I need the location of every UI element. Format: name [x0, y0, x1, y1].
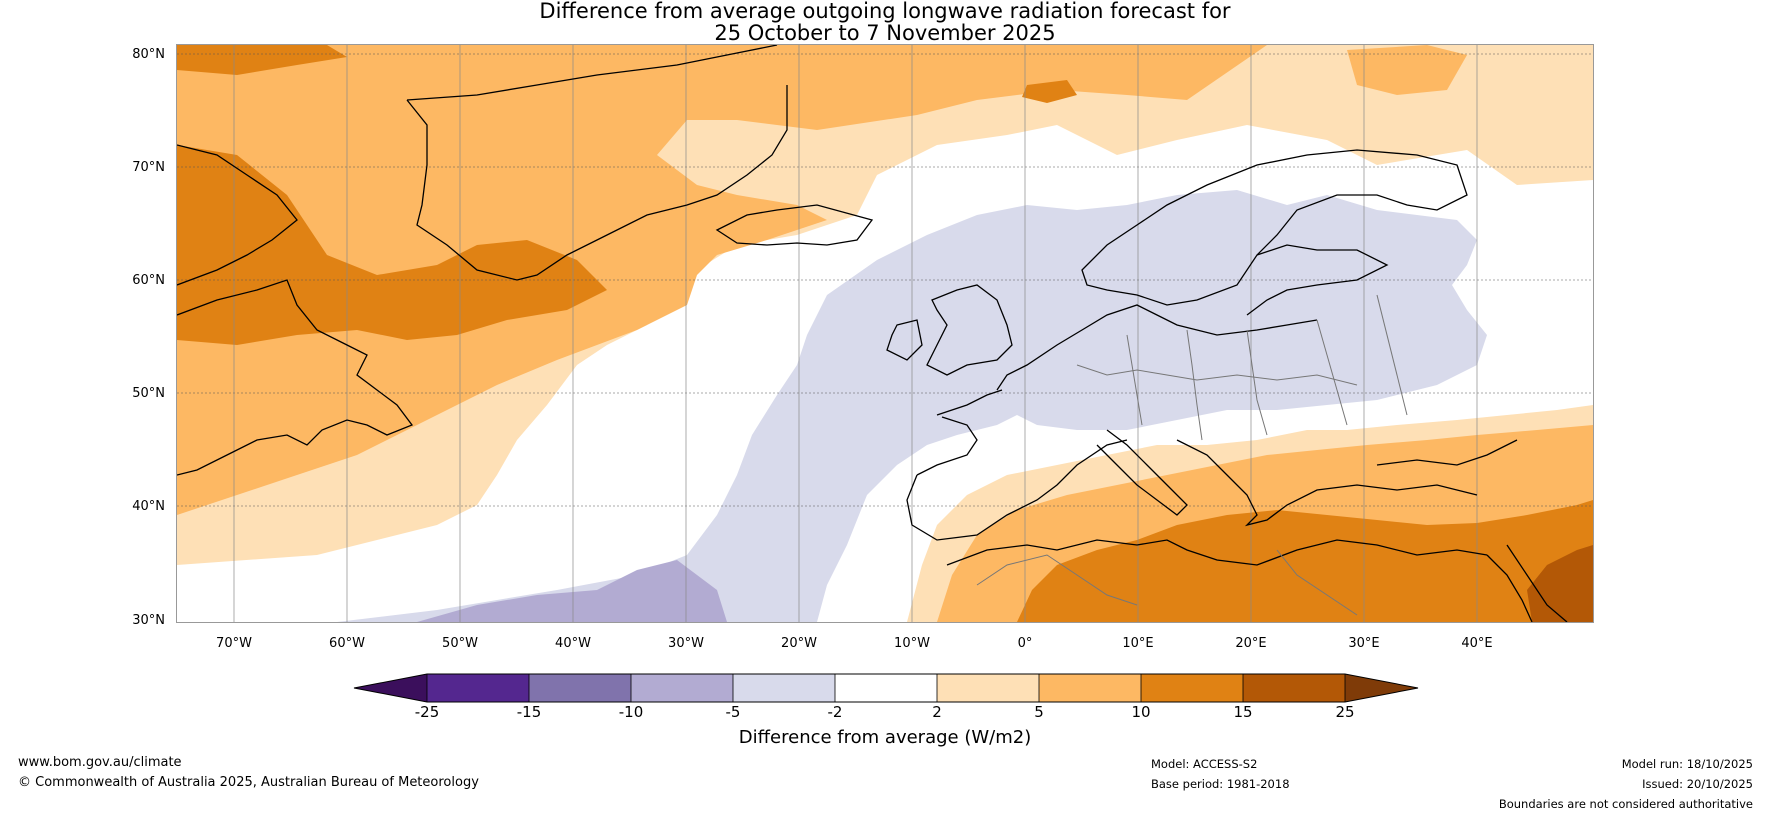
lon-label-10w: 10°W: [894, 636, 930, 651]
colorbar-tick-10: 10: [1131, 703, 1151, 721]
lon-label-60w: 60°W: [329, 636, 365, 651]
meridians: [233, 45, 1478, 622]
colorbar-bin-neg5-neg2: [733, 674, 835, 702]
footer-base-period: Base period: 1981-2018: [1151, 777, 1290, 791]
coastline-italy: [1096, 429, 1188, 516]
anomaly-region-10-15-baffin: [177, 45, 347, 75]
anomaly-region-5-10-svalbard: [1347, 45, 1467, 95]
colorbar: [353, 673, 1419, 703]
anomaly-region-neg10-neg5-subtropical: [417, 560, 727, 622]
country-borders: [976, 294, 1408, 616]
coastline-europe-west: [916, 304, 1318, 476]
colorbar-bin-neg10-neg5: [631, 674, 733, 702]
coastline-british-isles: [886, 284, 1013, 376]
colorbar-bin-10-15: [1141, 674, 1243, 702]
colorbar-bin-neg25-neg15: [427, 674, 529, 702]
lon-label-0: 0°: [1017, 636, 1033, 651]
colorbar-tick-neg2: -2: [827, 703, 843, 721]
coastline-canada: [177, 144, 414, 476]
colorbar-bin-5-10: [1039, 674, 1141, 702]
lon-label-30w: 30°W: [668, 636, 704, 651]
anomaly-region-10-15-labrador: [177, 145, 607, 345]
footer-model-run: Model run: 18/10/2025: [1621, 757, 1753, 771]
footer-copyright: © Commonwealth of Australia 2025, Austra…: [18, 775, 479, 790]
lon-label-20w: 20°W: [781, 636, 817, 651]
lat-label-50n: 50°N: [132, 386, 165, 401]
coastline-iceland: [715, 204, 874, 246]
coastline-baltic: [1246, 244, 1389, 316]
coastline-north-africa: [946, 539, 1488, 566]
colorbar-extend-high: [1345, 674, 1418, 702]
colorbar-bin-2-5: [937, 674, 1039, 702]
lon-label-70w: 70°W: [216, 636, 252, 651]
lon-label-30e: 30°E: [1348, 636, 1380, 651]
colorbar-bin-neg2-2: [835, 674, 937, 702]
colorbar-bin-15-25: [1243, 674, 1345, 702]
anomaly-region-5-10-west: [177, 45, 1267, 515]
colorbar-tick-neg10: -10: [618, 703, 644, 721]
footer-website-link[interactable]: www.bom.gov.au/climate: [18, 755, 182, 770]
map-title-line-1: Difference from average outgoing longwav…: [539, 0, 1231, 23]
coastlines: [177, 45, 1568, 622]
lat-label-80n: 80°N: [132, 47, 165, 62]
colorbar-tick-neg5: -5: [725, 703, 741, 721]
colorbar-tick-15: 15: [1233, 703, 1253, 721]
anomaly-region-10-15-greenland-east: [1022, 80, 1077, 103]
lon-label-50w: 50°W: [442, 636, 478, 651]
colorbar-title: Difference from average (W/m2): [738, 727, 1032, 748]
coastline-arabia: [1486, 544, 1568, 622]
anomaly-region-15-25-east: [1527, 545, 1593, 622]
lat-label-40n: 40°N: [132, 499, 165, 514]
colorbar-tick-5: 5: [1034, 703, 1044, 721]
lat-label-30n: 30°N: [132, 613, 165, 628]
colorbar-tick-2: 2: [932, 703, 942, 721]
colorbar-dividers: [426, 674, 1346, 702]
lon-label-40w: 40°W: [555, 636, 591, 651]
colorbar-tick-25: 25: [1335, 703, 1355, 721]
coastline-balkans: [1176, 439, 1518, 527]
coastline-greenland: [406, 45, 788, 281]
lon-label-10e: 10°E: [1122, 636, 1154, 651]
map-canvas: [177, 45, 1593, 622]
coastline-iberia: [906, 439, 1128, 541]
lat-label-70n: 70°N: [132, 160, 165, 175]
footer-boundaries-note: Boundaries are not considered authoritat…: [1498, 797, 1753, 811]
lon-label-20e: 20°E: [1235, 636, 1267, 651]
lon-label-40e: 40°E: [1461, 636, 1493, 651]
anomaly-region-10-15-south: [1017, 500, 1593, 622]
colorbar-tick-neg25: -25: [414, 703, 440, 721]
colorbar-tick-neg15: -15: [516, 703, 542, 721]
map-title-line-2: 25 October to 7 November 2025: [714, 21, 1056, 45]
olr-anomaly-map: [176, 44, 1594, 623]
footer-model: Model: ACCESS-S2: [1151, 757, 1258, 771]
colorbar-extend-low: [354, 674, 427, 702]
coastline-scandinavia: [1081, 149, 1468, 306]
footer-issued: Issued: 20/10/2025: [1642, 777, 1753, 791]
lat-label-60n: 60°N: [132, 273, 165, 288]
colorbar-bin-neg15-neg10: [529, 674, 631, 702]
